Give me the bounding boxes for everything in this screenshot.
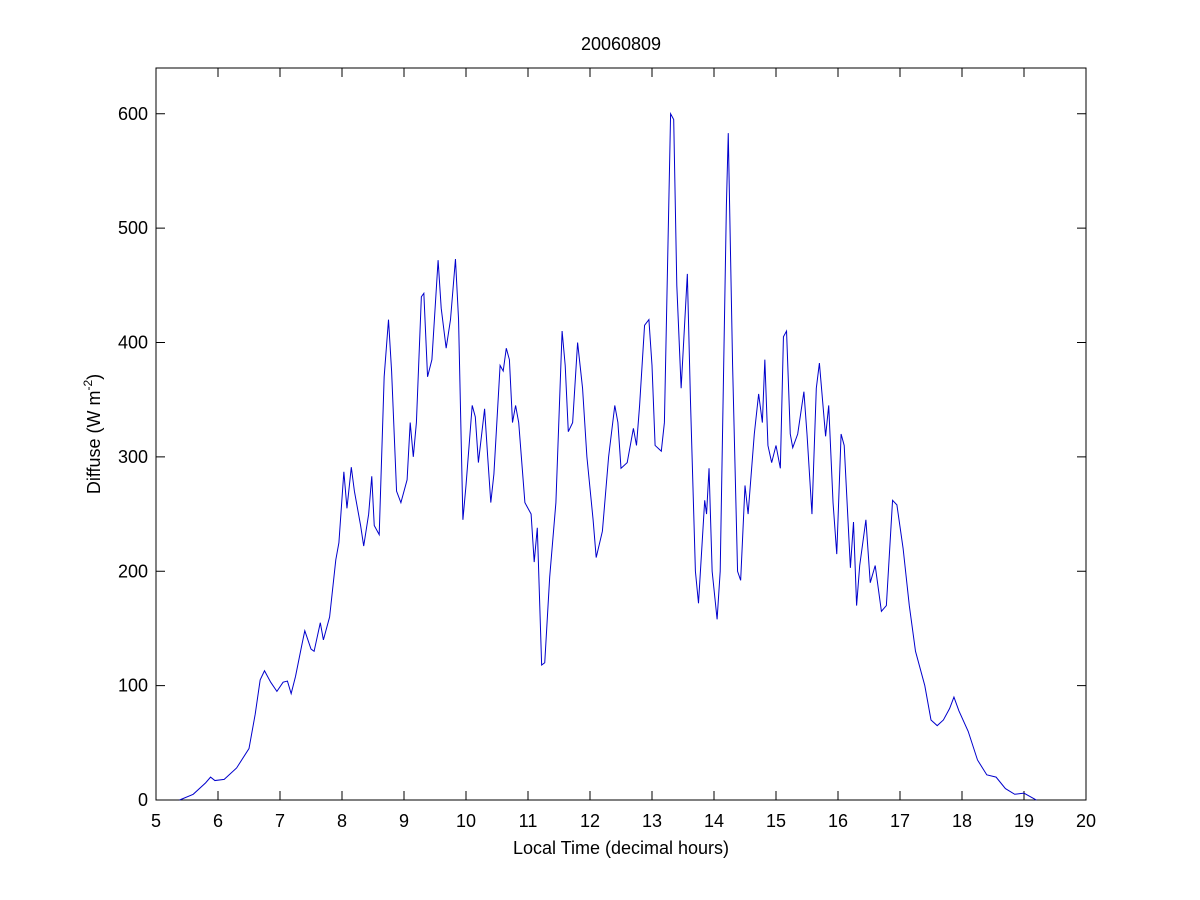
y-axis-label: Diffuse (W m-2) <box>81 374 104 494</box>
x-axis-label: Local Time (decimal hours) <box>513 838 729 858</box>
x-tick-label: 12 <box>580 811 600 831</box>
chart-title: 20060809 <box>581 34 661 54</box>
y-tick-label: 200 <box>118 561 148 581</box>
data-line <box>179 111 1037 801</box>
x-tick-label: 11 <box>519 811 538 831</box>
x-tick-label: 16 <box>828 811 848 831</box>
y-tick-label: 500 <box>118 218 148 238</box>
y-tick-label: 0 <box>138 790 148 810</box>
x-tick-label: 10 <box>456 811 476 831</box>
x-tick-label: 8 <box>337 811 347 831</box>
y-axis-label-close: ) <box>84 374 104 380</box>
y-axis-label-superscript: -2 <box>81 379 95 390</box>
x-tick-label: 17 <box>890 811 910 831</box>
x-tick-label: 9 <box>399 811 409 831</box>
x-tick-label: 13 <box>642 811 662 831</box>
x-tick-label: 5 <box>151 811 161 831</box>
plot-area <box>155 67 1087 801</box>
y-tick-label: 600 <box>118 104 148 124</box>
x-tick-label: 18 <box>952 811 972 831</box>
x-tick-label: 15 <box>766 811 786 831</box>
x-tick-label: 7 <box>275 811 285 831</box>
y-tick-label: 400 <box>118 333 148 353</box>
x-tick-label: 19 <box>1014 811 1034 831</box>
x-tick-label: 6 <box>213 811 223 831</box>
x-tick-label: 14 <box>704 811 724 831</box>
y-axis-label-text: Diffuse (W m <box>84 390 104 494</box>
y-tick-label: 300 <box>118 447 148 467</box>
y-tick-label: 100 <box>118 676 148 696</box>
x-tick-label: 20 <box>1076 811 1096 831</box>
